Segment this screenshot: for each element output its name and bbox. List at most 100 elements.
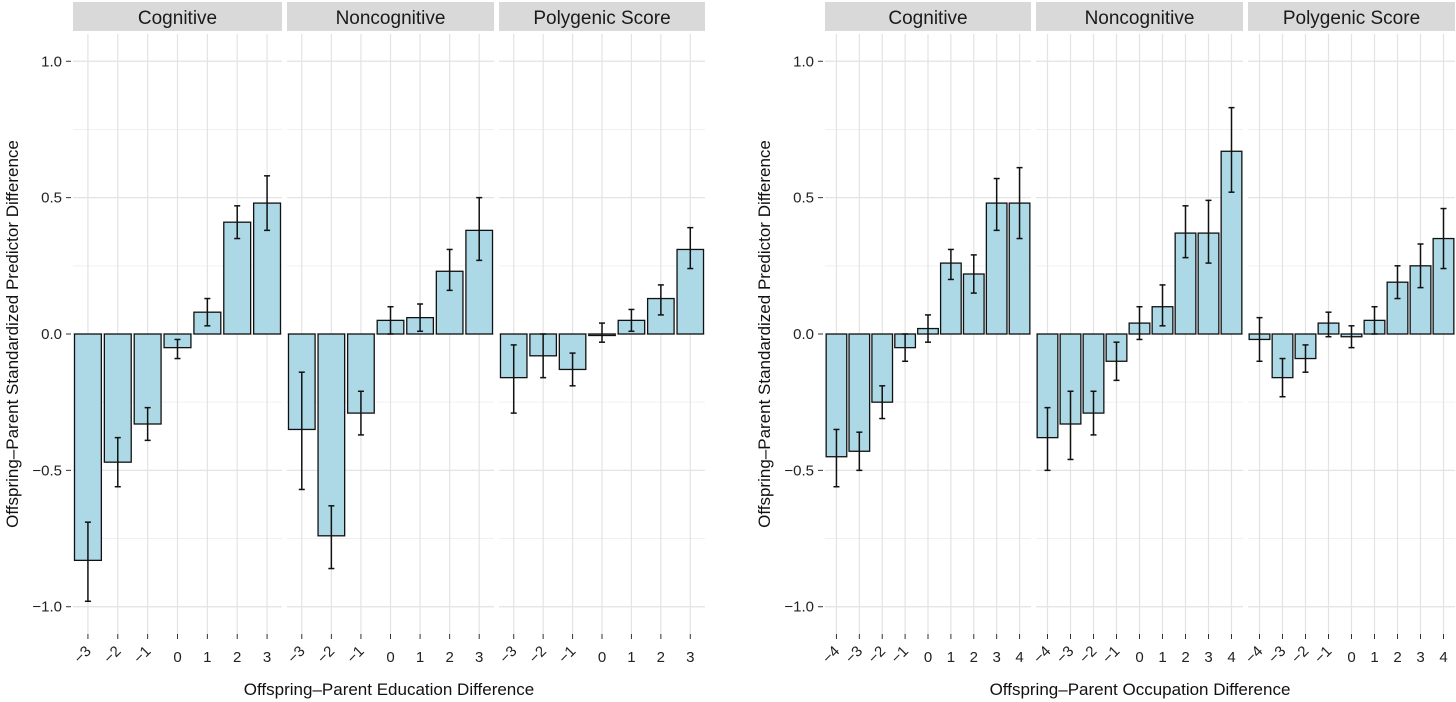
error-bar xyxy=(970,254,977,294)
x-tick-label: −2 xyxy=(100,643,124,667)
x-tick-label: 1 xyxy=(627,649,635,666)
error-bar xyxy=(925,314,931,343)
x-tick-label: −1 xyxy=(1099,643,1123,667)
error-bar xyxy=(1016,166,1023,240)
x-tick-label: −1 xyxy=(888,643,912,667)
error-bar xyxy=(357,390,364,436)
error-bar xyxy=(1228,106,1235,193)
error-bar xyxy=(1090,390,1097,436)
error-bar xyxy=(599,322,605,343)
error-bar xyxy=(1159,284,1166,327)
x-tick-label: 2 xyxy=(657,649,665,666)
y-tick-label: 0.0 xyxy=(793,326,814,343)
error-bar xyxy=(687,226,694,270)
chart-occupation: −1.0 −0.5 0.0 0.5 1.0 Offspring–Parent Standa… xyxy=(755,2,1455,699)
error-bar xyxy=(1440,207,1447,270)
x-tick-label: 1 xyxy=(947,649,955,666)
x-tick-label: 0 xyxy=(173,649,181,666)
y-tick-label: −1.0 xyxy=(32,599,62,616)
facet-title: Noncognitive xyxy=(336,8,446,29)
chart-education: −1.0 −0.5 0.0 0.5 1.0 Offspring–Parent Standa… xyxy=(3,2,705,699)
error-bar xyxy=(84,521,91,603)
error-bar xyxy=(1371,305,1378,335)
x-tick-label: 3 xyxy=(1416,649,1424,666)
x-tick-label: −2 xyxy=(526,643,550,667)
facet-title: Cognitive xyxy=(888,8,967,29)
error-bar xyxy=(856,431,863,472)
error-bar xyxy=(1067,390,1074,461)
x-tick-label: −3 xyxy=(284,643,308,667)
facet-strip xyxy=(287,2,494,31)
x-tick-label: −3 xyxy=(71,643,95,667)
error-bar xyxy=(540,333,547,379)
error-bar xyxy=(298,371,305,491)
facet-title: Polygenic Score xyxy=(533,8,670,29)
error-bar xyxy=(628,308,635,333)
x-tick-label: −2 xyxy=(1076,643,1100,667)
x-tick-label: 2 xyxy=(1181,649,1189,666)
error-bar xyxy=(446,248,453,292)
error-bar xyxy=(1394,265,1401,300)
error-bar xyxy=(1136,305,1143,341)
y-axis-title: Offspring–Parent Standardized Predictor … xyxy=(755,140,774,528)
facet-strip xyxy=(73,2,282,31)
x-tick-label: 2 xyxy=(1393,649,1401,666)
x-tick-label: 1 xyxy=(416,649,424,666)
x-tick-label: 0 xyxy=(1347,649,1355,666)
error-bar xyxy=(1044,406,1051,472)
facet-polygenic-score: Polygenic Score −3 −2 −1 0 1 2 3 xyxy=(496,2,705,667)
x-tick-label: 0 xyxy=(924,649,932,666)
x-tick-label: 4 xyxy=(1015,649,1023,666)
y-tick-label: 1.0 xyxy=(41,53,62,70)
x-tick-label: 0 xyxy=(1135,649,1143,666)
error-bar xyxy=(417,303,424,333)
y-tick-label: 0.5 xyxy=(793,190,814,207)
x-tick-label: −1 xyxy=(555,643,579,667)
x-tick-label: 1 xyxy=(203,649,211,666)
bar-cognitive-5 xyxy=(223,221,252,335)
x-tick-label: 2 xyxy=(445,649,453,666)
error-bar xyxy=(114,436,121,488)
facet-title: Polygenic Score xyxy=(1283,8,1420,29)
facet-title: Cognitive xyxy=(138,8,217,29)
y-axis: −1.0 −0.5 0.0 0.5 1.0 xyxy=(784,53,823,616)
error-bar xyxy=(1302,344,1309,373)
x-tick-label: 3 xyxy=(1204,649,1212,666)
x-tick-label: 4 xyxy=(1227,649,1235,666)
facet-strip xyxy=(1036,2,1243,31)
x-tick-label: 2 xyxy=(233,649,241,666)
x-tick-label: 3 xyxy=(475,649,483,666)
error-bar xyxy=(902,333,909,363)
facet-noncognitive: Noncognitive −4−3−2−1 0 1 2 3 4 xyxy=(1030,2,1243,667)
x-tick-label: −4 xyxy=(1030,643,1054,667)
error-bar xyxy=(1256,316,1263,363)
error-bar xyxy=(569,352,576,387)
x-tick-label: −1 xyxy=(130,643,154,667)
y-axis-title: Offspring–Parent Standardized Predictor … xyxy=(3,140,22,528)
error-bar xyxy=(1182,205,1189,259)
facet-cognitive: Cognitive −4−3−2−1 0 1 2 3 4 xyxy=(819,2,1031,667)
x-tick-label: −1 xyxy=(1311,643,1335,667)
error-bar xyxy=(947,248,954,281)
facet-strip xyxy=(825,2,1031,31)
x-axis-title: Offspring–Parent Education Difference xyxy=(244,680,534,699)
x-tick-label: 1 xyxy=(1370,649,1378,666)
error-bar xyxy=(234,205,241,240)
error-bar xyxy=(328,505,335,570)
x-tick-label: 3 xyxy=(263,649,271,666)
x-tick-label: 0 xyxy=(386,649,394,666)
x-tick-label: 3 xyxy=(992,649,1000,666)
error-bar xyxy=(657,284,664,316)
error-bar xyxy=(993,177,1000,232)
x-tick-label: −2 xyxy=(865,643,889,667)
error-bar xyxy=(1325,311,1332,338)
error-bar xyxy=(387,305,394,335)
error-bar xyxy=(1279,357,1286,398)
x-tick-label: 3 xyxy=(686,649,694,666)
x-tick-label: −3 xyxy=(1053,643,1077,667)
x-tick-label: −3 xyxy=(842,643,866,667)
error-bar xyxy=(1348,325,1355,349)
y-tick-label: 0.5 xyxy=(41,190,62,207)
error-bar xyxy=(510,344,517,414)
